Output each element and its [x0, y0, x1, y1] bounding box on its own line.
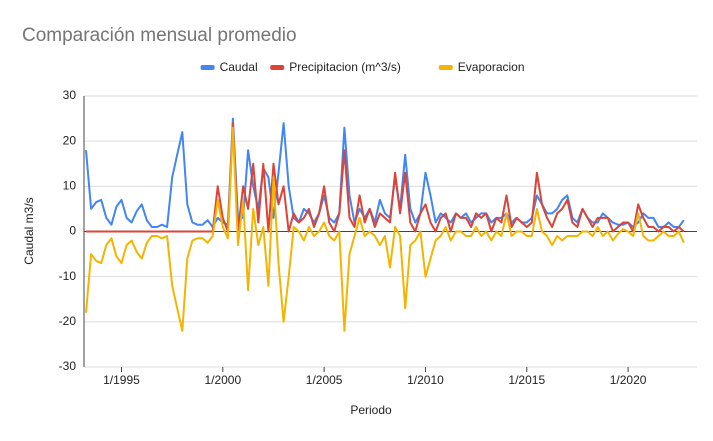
y-tick-label: 20: [63, 133, 77, 147]
x-axis-label: Periodo: [350, 403, 392, 417]
y-tick-label: 0: [69, 224, 76, 238]
y-axis-label: Caudal m3/s: [22, 197, 36, 264]
y-tick-label: 30: [63, 88, 77, 102]
x-tick-label: 1/2020: [610, 373, 647, 387]
x-tick-label: 1/2000: [204, 373, 241, 387]
y-tick-label: -20: [59, 314, 77, 328]
series-line: [86, 122, 685, 233]
legend-swatch: [270, 65, 285, 70]
y-tick-label: -10: [59, 269, 77, 283]
legend-label: Evaporacion: [458, 60, 525, 74]
x-tick-label: 1/2015: [508, 373, 545, 387]
legend-label: Caudal: [220, 60, 258, 74]
legend-swatch: [438, 65, 453, 70]
x-tick-label: 1/2005: [306, 373, 343, 387]
y-tick-label: 10: [63, 179, 77, 193]
x-tick-label: 1/2010: [407, 373, 444, 387]
chart-title: Comparación mensual promedio: [22, 25, 297, 46]
x-tick-label: 1/1995: [103, 373, 140, 387]
series-line: [85, 126, 685, 332]
legend-swatch: [200, 65, 215, 70]
legend-label: Precipitacion (m^3/s): [289, 60, 401, 74]
y-tick-label: -30: [59, 359, 77, 373]
